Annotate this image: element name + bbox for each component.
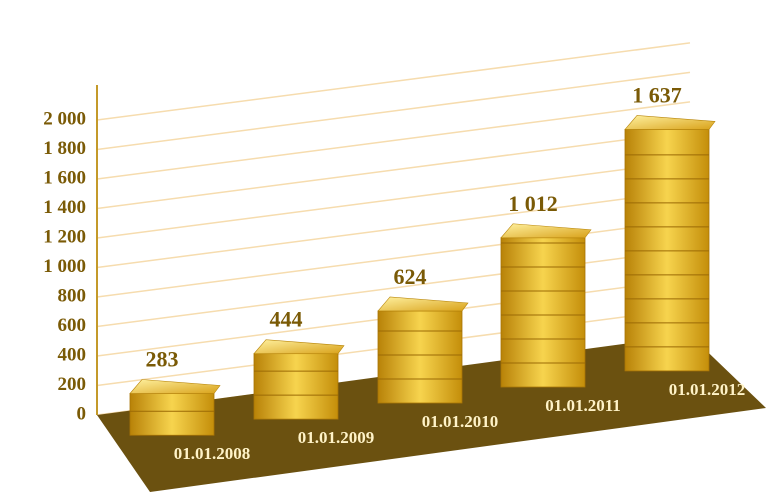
grid-line — [96, 189, 691, 269]
value-label: 624 — [394, 264, 427, 289]
x-tick-label: 01.01.2008 — [174, 444, 251, 463]
bar — [624, 129, 710, 372]
grid-line — [96, 101, 691, 180]
y-tick-label: 600 — [58, 315, 87, 336]
grid-line — [96, 219, 691, 298]
bar-group — [500, 223, 592, 388]
y-tick-label: 1 600 — [43, 167, 86, 188]
y-tick-label: 200 — [58, 374, 87, 395]
x-tick-label: 01.01.2012 — [669, 380, 746, 399]
y-tick-label: 1 400 — [43, 197, 86, 218]
grid-line — [96, 42, 691, 121]
bar-top — [624, 115, 716, 130]
bar-top — [500, 223, 592, 239]
value-label: 1 637 — [632, 82, 682, 107]
floor — [97, 335, 766, 492]
y-tick-label: 400 — [58, 344, 87, 365]
bar — [129, 393, 215, 436]
y-tick-label: 800 — [58, 285, 87, 306]
grid-line — [96, 130, 691, 210]
bar — [500, 237, 586, 388]
y-tick-label: 1 200 — [43, 226, 86, 247]
y-tick-label: 1 000 — [43, 256, 86, 277]
bar-top — [129, 379, 221, 394]
bar-group — [253, 339, 345, 420]
bar — [253, 353, 339, 420]
x-tick-label: 01.01.2009 — [298, 428, 375, 447]
grid-line — [96, 160, 691, 239]
y-tick-label: 1 800 — [43, 138, 86, 159]
value-label: 444 — [270, 307, 303, 332]
x-tick-label: 01.01.2011 — [545, 396, 621, 415]
value-label: 283 — [146, 347, 179, 372]
bar-group — [624, 115, 716, 372]
bar-top — [377, 296, 469, 312]
bar — [377, 310, 463, 404]
bar-top — [253, 339, 345, 354]
bar-group — [129, 379, 221, 436]
x-tick-label: 01.01.2010 — [422, 412, 499, 431]
value-label: 1 012 — [508, 191, 558, 216]
y-tick-label: 0 — [77, 403, 87, 424]
grid-line — [96, 248, 691, 328]
y-tick-label: 2 000 — [43, 108, 86, 129]
grid-line — [96, 71, 691, 151]
bar-group — [377, 296, 469, 404]
